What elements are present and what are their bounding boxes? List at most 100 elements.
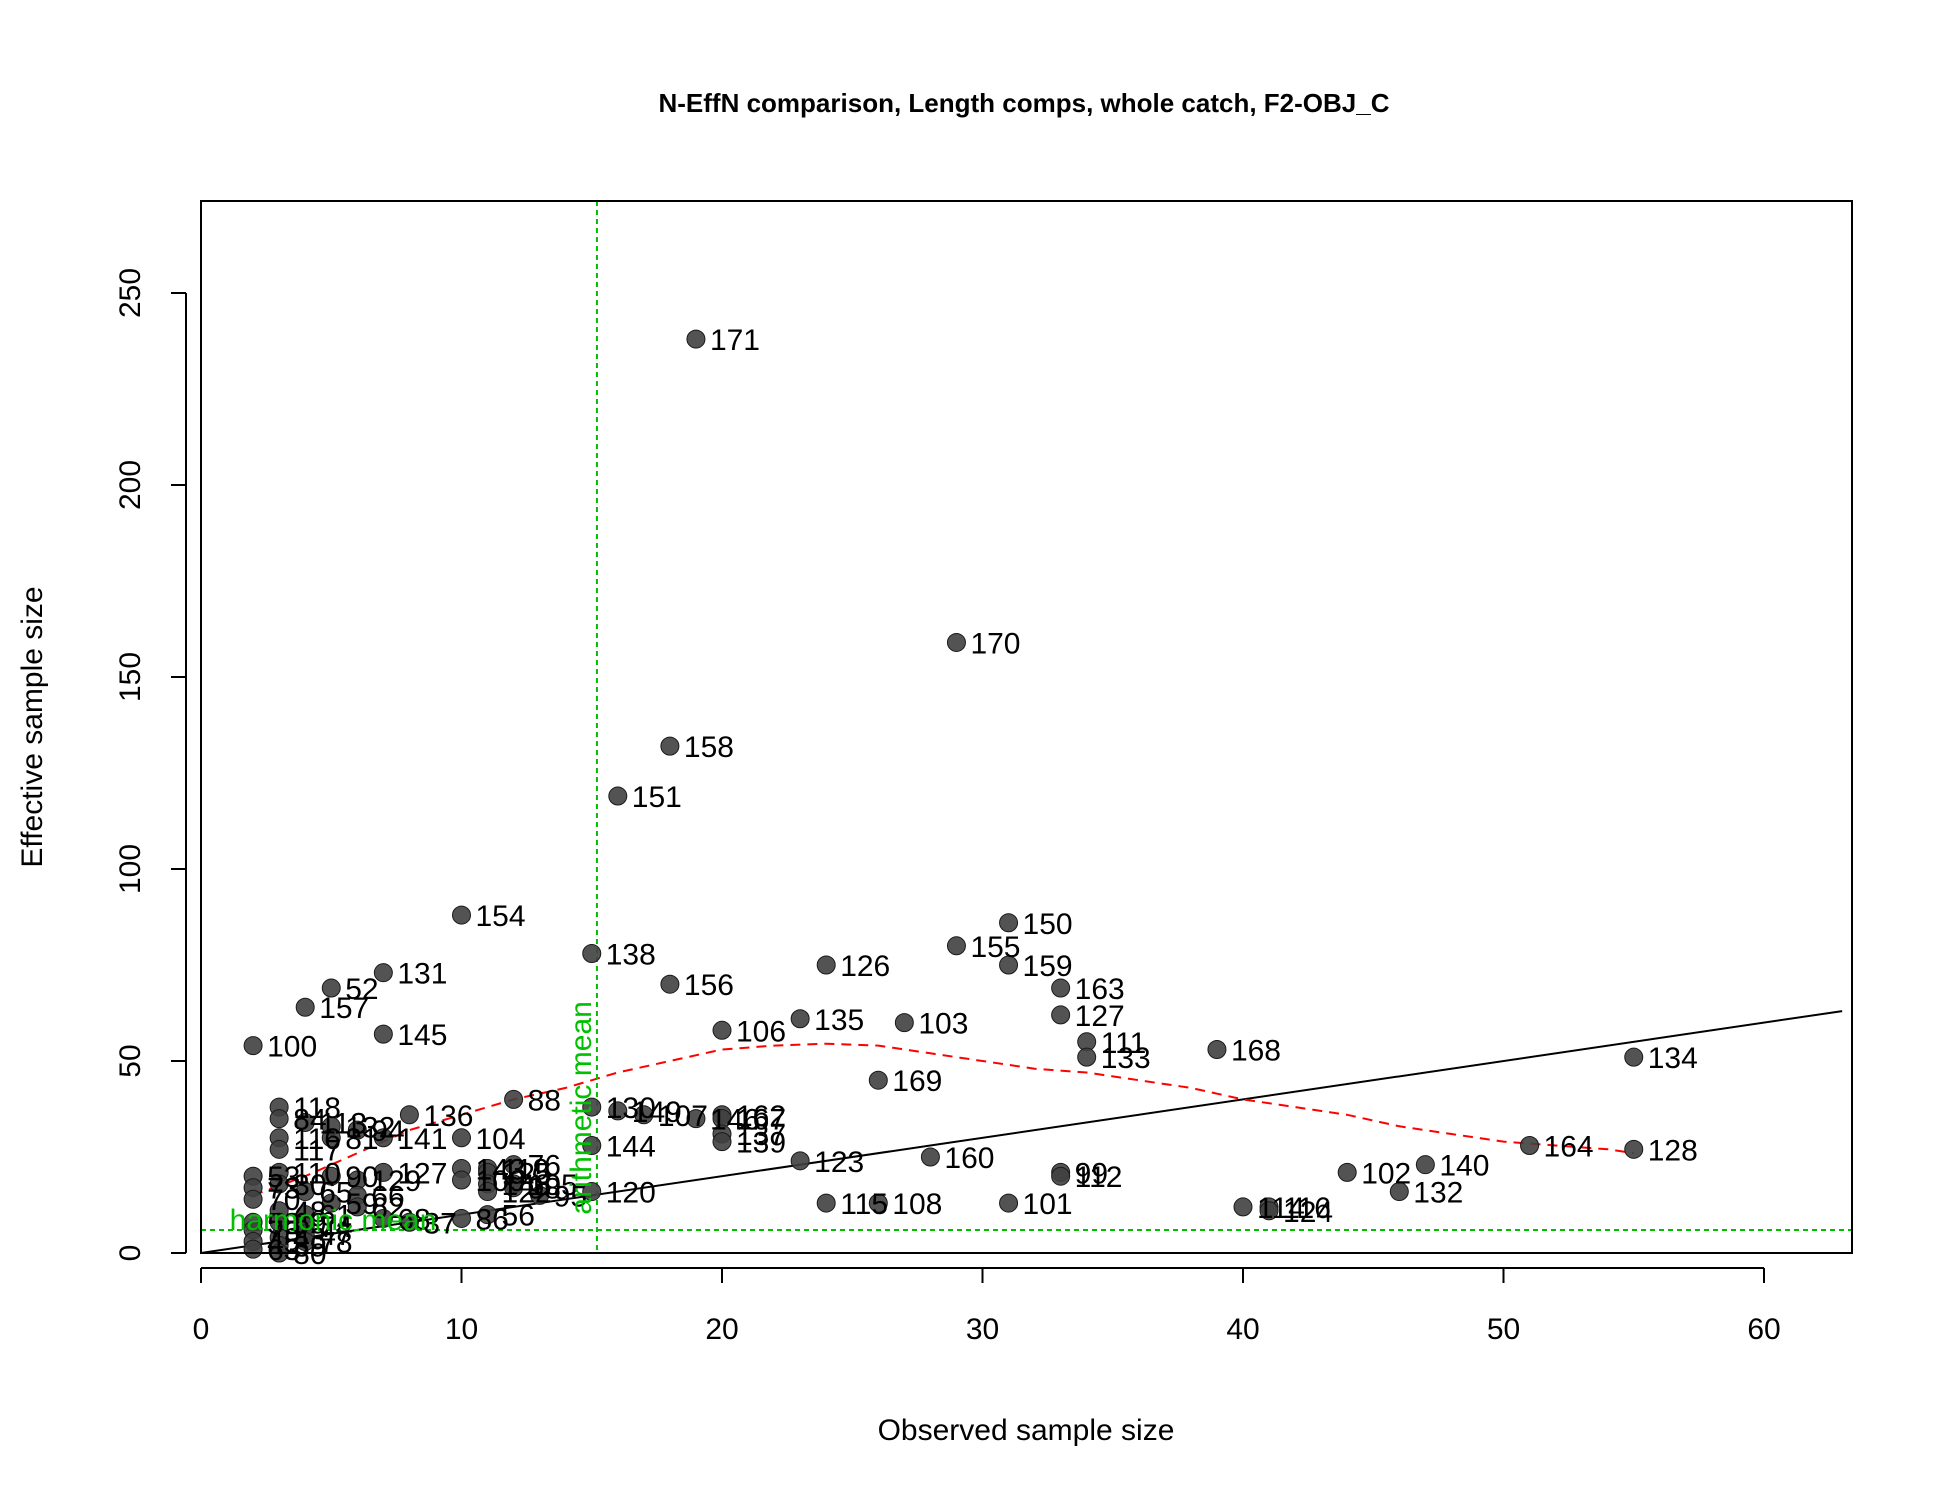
point-label: 150 [1023, 908, 1073, 941]
point-label: 158 [684, 731, 734, 764]
point-label: 143 [476, 1154, 526, 1187]
arithmetic-mean-label: arithmetic mean [565, 1001, 598, 1214]
y-tick-label: 50 [114, 1044, 147, 1077]
point-label: 130 [606, 1092, 656, 1125]
data-point [321, 1128, 341, 1148]
point-label: 84 [293, 1104, 326, 1137]
point-label: 167 [736, 1104, 786, 1137]
data-point [452, 905, 471, 925]
data-point [999, 913, 1019, 933]
point-label: 162 [736, 1100, 786, 1133]
point-label: 132 [345, 1111, 395, 1144]
point-label: 140 [1439, 1150, 1489, 1183]
y-tick-label: 0 [114, 1245, 147, 1262]
data-point [686, 1109, 706, 1129]
data-point [478, 1205, 498, 1225]
y-axis-label: Effective sample size [16, 586, 49, 867]
data-point [321, 1193, 341, 1213]
data-point [243, 1239, 263, 1259]
point-label: 141 [397, 1123, 447, 1156]
point-label: 171 [710, 324, 760, 357]
point-label: 149 [632, 1096, 682, 1129]
point-label: 117 [293, 1134, 341, 1167]
point-label: 115 [840, 1188, 888, 1221]
point-label: 156 [684, 969, 734, 1002]
point-label: 76 [528, 1150, 561, 1183]
point-label: 68 [397, 1203, 430, 1236]
point-label: 116 [1283, 1192, 1331, 1225]
data-point [399, 1212, 419, 1232]
data-point [452, 1128, 471, 1148]
point-label: 43 [293, 1223, 326, 1256]
point-label: 39 [293, 1230, 326, 1263]
point-label: 123 [814, 1146, 864, 1179]
point-label: 136 [423, 1100, 473, 1133]
data-point [608, 786, 628, 806]
point-label: 95 [554, 1180, 587, 1213]
reference-lines [200, 201, 1852, 1254]
point-label: 88 [528, 1084, 561, 1117]
data-point [504, 1089, 524, 1109]
data-point [1259, 1201, 1279, 1221]
point-label: 126 [840, 950, 890, 983]
data-point [790, 1151, 810, 1171]
x-axis-label: Observed sample size [878, 1414, 1175, 1447]
point-label: 109 [476, 1165, 526, 1198]
point-label: 118 [293, 1092, 341, 1125]
data-point [269, 1109, 289, 1129]
data-point [1415, 1155, 1435, 1175]
data-point [243, 1036, 263, 1056]
data-point [530, 1185, 550, 1205]
point-label: 120 [606, 1177, 656, 1210]
point-label: 144 [606, 1130, 656, 1163]
point-label: 104 [476, 1123, 526, 1156]
data-point [452, 1208, 471, 1228]
data-point [399, 1105, 419, 1125]
point-label: 133 [1101, 1042, 1151, 1075]
data-point [347, 1120, 367, 1140]
harmonic-mean-label: harmonic mean [230, 1204, 437, 1237]
point-label: 105 [528, 1169, 578, 1202]
y-tick-label: 100 [114, 844, 147, 894]
data-point [999, 1193, 1019, 1213]
data-point [1077, 1047, 1097, 1067]
point-label: 159 [1023, 950, 1073, 983]
data-point [373, 963, 393, 983]
data-point [295, 1182, 315, 1202]
point-label: 145 [397, 1019, 447, 1052]
point-label: 112 [1075, 1161, 1123, 1194]
point-label: 132 [1413, 1177, 1463, 1210]
data-point [295, 1112, 315, 1132]
data-point [295, 1231, 315, 1251]
data-point [269, 1139, 289, 1159]
point-label: 169 [892, 1065, 942, 1098]
x-axis: 0 10 20 30 40 50 60 [193, 1267, 1781, 1346]
point-label: 151 [632, 781, 682, 814]
data-point [373, 1024, 393, 1044]
data-point [868, 1193, 888, 1213]
point-label: 47 [319, 1219, 352, 1252]
point-label: 148 [502, 1169, 552, 1202]
point-label: 129 [371, 1165, 421, 1198]
point-label: 137 [736, 1119, 786, 1152]
data-point [999, 955, 1019, 975]
point-label: 100 [267, 1031, 317, 1064]
point-label: 70 [267, 1184, 300, 1217]
point-label: 61 [319, 1200, 352, 1233]
point-label: 90 [345, 1161, 378, 1194]
data-point [1337, 1162, 1357, 1182]
data-point [686, 329, 706, 349]
data-point [868, 1070, 888, 1090]
point-label: 170 [970, 627, 1020, 660]
data-point [347, 1197, 367, 1217]
data-point [712, 1020, 732, 1040]
data-point [504, 1178, 524, 1198]
data-point [582, 1182, 602, 1202]
x-tick-label: 10 [445, 1313, 478, 1346]
data-point [582, 943, 602, 963]
y-tick-label: 150 [114, 652, 147, 702]
points-layer [243, 329, 1644, 1263]
point-label: 98 [528, 1173, 561, 1206]
point-label: 103 [918, 1008, 968, 1041]
point-label: 108 [892, 1188, 942, 1221]
